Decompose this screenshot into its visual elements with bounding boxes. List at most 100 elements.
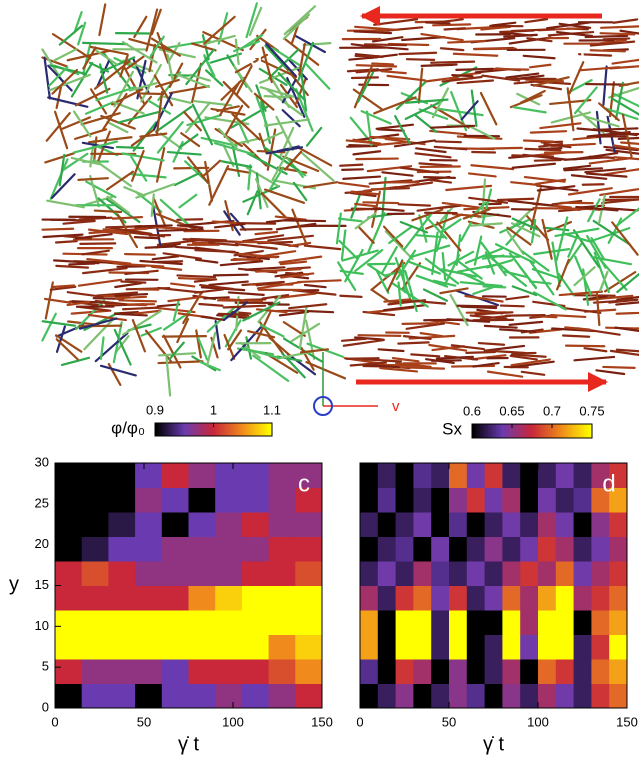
rod [271, 145, 292, 181]
heat-cell [520, 463, 539, 488]
colorbar-swatch [194, 423, 197, 436]
heat-cell [81, 512, 109, 537]
colorbar-swatch [580, 424, 583, 438]
rod [423, 176, 457, 179]
rod [404, 270, 418, 313]
heat-cell [413, 463, 432, 488]
colorbar-swatch [558, 424, 561, 438]
heat-cell [591, 585, 610, 611]
rod [278, 255, 323, 264]
rod [499, 328, 537, 333]
rod [397, 341, 430, 345]
rod [603, 145, 639, 152]
colorbar-swatch [490, 424, 493, 438]
heat-cell [377, 487, 397, 513]
rod [140, 63, 162, 103]
rod [362, 201, 400, 205]
rod [576, 127, 600, 132]
rod [549, 99, 592, 106]
rod [443, 27, 466, 31]
heat-cell [55, 659, 83, 684]
heat-cell [161, 463, 189, 488]
colorbar-swatch [578, 424, 581, 438]
heat-cell [484, 683, 503, 709]
rod [519, 89, 546, 104]
colorbar-swatch [223, 423, 226, 436]
heat-cell [295, 585, 323, 611]
heat-cell [466, 512, 486, 537]
colorbar-swatch [160, 423, 164, 436]
rod [139, 259, 183, 266]
heat-cell [215, 610, 243, 635]
colorbar-tick-label: 0.65 [499, 403, 524, 418]
colorbar-swatch [526, 424, 529, 438]
rod [247, 330, 276, 339]
heat-cell [377, 561, 397, 586]
rod [286, 352, 317, 376]
rod [150, 37, 182, 57]
rod [304, 62, 331, 90]
rod [279, 260, 308, 266]
rod [512, 106, 547, 114]
colorbar-swatch [240, 423, 244, 436]
rod [41, 320, 76, 327]
heat-cell [466, 683, 486, 709]
rod [456, 304, 498, 308]
rod [295, 77, 307, 104]
rod [382, 225, 404, 248]
rod [173, 171, 202, 187]
rod [74, 128, 108, 140]
heat-cell [188, 659, 216, 684]
rod [339, 269, 364, 275]
heat-cell [215, 463, 243, 488]
rod [292, 181, 308, 202]
heat-cell [395, 634, 414, 660]
colorbar-swatch [256, 423, 259, 436]
rod [524, 18, 549, 24]
heat-cell [268, 610, 296, 635]
rod [556, 30, 594, 38]
rod [568, 61, 585, 95]
rod [528, 259, 555, 296]
rod [50, 173, 76, 199]
heat-cell [268, 659, 296, 684]
rod [555, 216, 569, 262]
rod [194, 248, 236, 254]
rod [532, 207, 580, 210]
heat-cell [538, 634, 557, 660]
rod [432, 23, 472, 27]
heat-cell [573, 585, 592, 611]
rod [140, 326, 162, 337]
rod [150, 193, 155, 217]
rod [375, 269, 390, 294]
rod [341, 249, 379, 262]
rod [430, 124, 476, 129]
rod [612, 18, 639, 24]
colorbar-swatch [166, 423, 170, 436]
rod [255, 308, 288, 314]
heat-cell [413, 683, 432, 709]
rod [335, 212, 342, 245]
rod [282, 13, 311, 40]
rod [354, 336, 385, 341]
rod [114, 312, 148, 317]
rod [451, 73, 474, 78]
rod [371, 62, 395, 66]
rod [397, 281, 402, 307]
rod [574, 255, 592, 296]
heat-cell [413, 561, 432, 586]
heat-cell [108, 659, 136, 684]
heat-cell [466, 561, 486, 586]
rod [53, 48, 78, 62]
heat-cell [188, 463, 216, 488]
colorbar-swatch [590, 424, 593, 438]
rod [129, 172, 167, 179]
rod [219, 260, 264, 267]
rod [89, 88, 108, 115]
heat-cell [573, 610, 592, 635]
heat-cell [215, 659, 243, 684]
rod [305, 361, 347, 380]
rod [303, 244, 342, 251]
rod [499, 304, 525, 308]
rod [373, 96, 417, 115]
